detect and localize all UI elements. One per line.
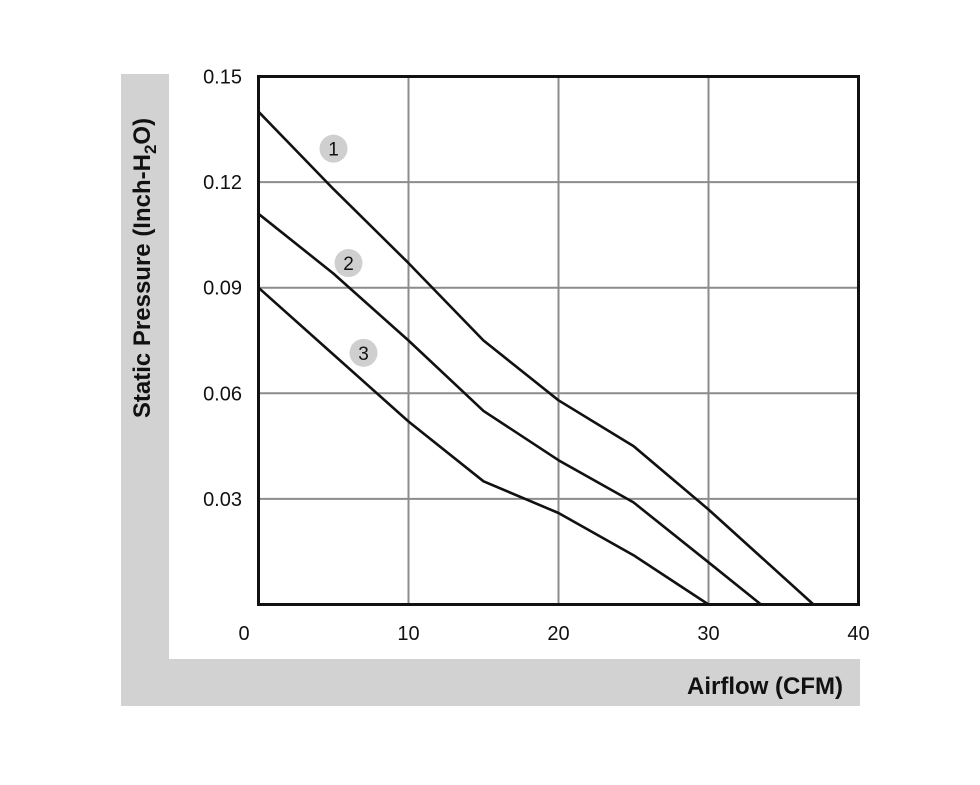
y-axis-title: Static Pressure (Inch-H2O) [129,118,160,418]
curves [257,110,815,606]
x-tick-label: 0 [238,623,249,645]
x-tick-label: 10 [397,623,419,645]
curve-marker-label-1: 1 [328,140,339,161]
y-axis-title-subscript: 2 [141,145,160,154]
x-tick-labels: 0 10 20 30 40 [238,623,869,645]
curve-markers: 1 2 3 [319,134,378,367]
curve-marker-2 [334,249,363,278]
x-tick-label: 40 [847,623,869,645]
curve-marker-1 [319,134,348,163]
y-tick-label: 0.03 [203,489,242,511]
y-tick-label: 0.12 [203,172,242,194]
y-axis-title-main: Static Pressure (Inch-H [129,154,156,418]
curve-marker-label-3: 3 [358,344,369,365]
curve-marker-label-2: 2 [343,254,354,275]
y-tick-labels: 0.15 0.12 0.09 0.06 0.03 [203,67,242,511]
y-tick-label: 0.09 [203,278,242,300]
x-axis-title: Airflow (CFM) [687,673,843,700]
y-axis-title-end: O) [129,118,156,145]
curve-3 [257,286,710,606]
curve-2 [257,212,763,606]
y-tick-label: 0.15 [203,67,242,89]
band-left [121,74,169,706]
y-tick-label: 0.06 [203,383,242,405]
x-tick-label: 20 [547,623,569,645]
x-tick-label: 30 [697,623,719,645]
plot-frame [257,75,860,606]
grid-lines [258,76,859,605]
curve-marker-3 [349,338,378,367]
curve-1 [257,110,815,606]
axis-title-band [121,74,860,706]
band-bottom [121,659,860,706]
